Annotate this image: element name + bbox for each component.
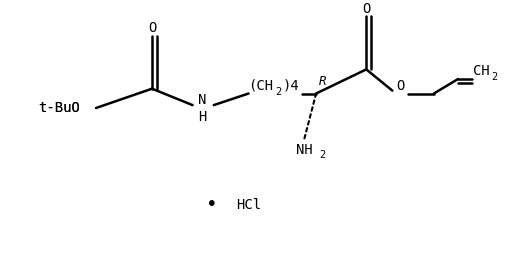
Text: )4: )4: [282, 79, 299, 93]
Text: O: O: [148, 21, 156, 35]
Text: 2: 2: [319, 150, 325, 160]
Text: O: O: [362, 2, 370, 16]
Text: R: R: [319, 75, 327, 88]
Text: 2: 2: [491, 72, 497, 82]
Text: HCl: HCl: [236, 198, 261, 212]
Text: t-BuO: t-BuO: [38, 101, 80, 115]
Text: N: N: [198, 93, 207, 107]
Text: CH: CH: [473, 64, 490, 78]
Text: 2: 2: [276, 87, 282, 97]
Text: t-BuO: t-BuO: [38, 101, 80, 115]
Text: O: O: [396, 79, 404, 93]
Text: •: •: [206, 195, 218, 214]
Text: (CH: (CH: [249, 79, 274, 93]
Text: H: H: [198, 110, 207, 124]
Text: NH: NH: [296, 142, 313, 156]
